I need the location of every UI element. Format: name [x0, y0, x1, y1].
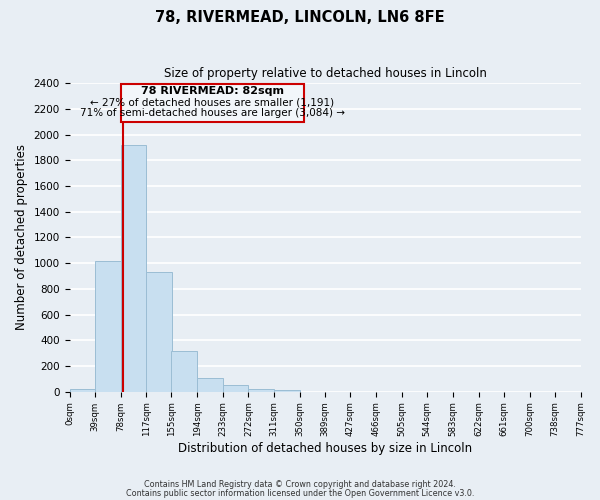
Bar — [95, 260, 121, 392]
Text: 71% of semi-detached houses are larger (3,084) →: 71% of semi-detached houses are larger (… — [80, 108, 345, 118]
Bar — [274, 390, 299, 392]
Bar — [248, 388, 274, 392]
Text: ← 27% of detached houses are smaller (1,191): ← 27% of detached houses are smaller (1,… — [90, 97, 334, 107]
Bar — [146, 272, 172, 392]
X-axis label: Distribution of detached houses by size in Lincoln: Distribution of detached houses by size … — [178, 442, 472, 455]
Text: 78 RIVERMEAD: 82sqm: 78 RIVERMEAD: 82sqm — [141, 86, 284, 97]
Bar — [197, 378, 223, 392]
FancyBboxPatch shape — [121, 84, 304, 122]
Y-axis label: Number of detached properties: Number of detached properties — [15, 144, 28, 330]
Bar — [223, 385, 248, 392]
Text: Contains HM Land Registry data © Crown copyright and database right 2024.: Contains HM Land Registry data © Crown c… — [144, 480, 456, 489]
Bar — [121, 145, 146, 392]
Text: 78, RIVERMEAD, LINCOLN, LN6 8FE: 78, RIVERMEAD, LINCOLN, LN6 8FE — [155, 10, 445, 25]
Bar — [70, 390, 95, 392]
Title: Size of property relative to detached houses in Lincoln: Size of property relative to detached ho… — [164, 68, 487, 80]
Text: Contains public sector information licensed under the Open Government Licence v3: Contains public sector information licen… — [126, 488, 474, 498]
Bar — [172, 350, 197, 392]
